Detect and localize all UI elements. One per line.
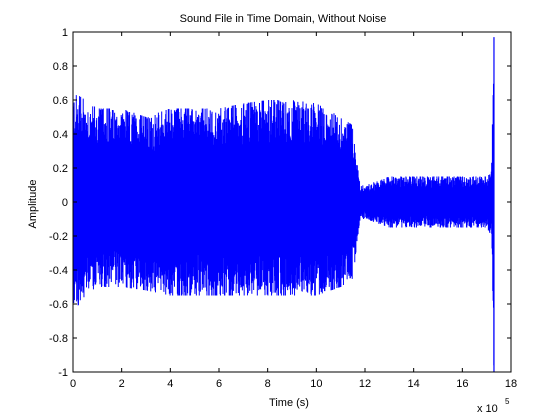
y-tick-label: -0.6 <box>49 299 68 311</box>
chart-title: Sound File in Time Domain, Without Noise <box>180 13 387 25</box>
x-tick-label: 16 <box>456 378 468 390</box>
x-tick-label: 6 <box>216 378 222 390</box>
x-tick-label: 4 <box>167 378 173 390</box>
y-tick-label: 0.6 <box>53 95 68 107</box>
x-tick-label: 2 <box>119 378 125 390</box>
x-tick-label: 18 <box>505 378 517 390</box>
y-tick-label: -0.4 <box>49 265 68 277</box>
x-tick-label: 8 <box>265 378 271 390</box>
x-multiplier-exponent: 5 <box>505 397 510 406</box>
y-tick-label: 1 <box>62 27 68 39</box>
x-axis: 0 2 4 6 8 10 12 14 16 18 <box>70 32 517 390</box>
x-tick-label: 12 <box>359 378 371 390</box>
x-axis-label: Time (s) <box>269 397 309 409</box>
x-tick-label: 14 <box>408 378 420 390</box>
y-tick-label: 0 <box>62 197 68 209</box>
y-tick-label: 0.8 <box>53 61 68 73</box>
y-axis: -1 -0.8 -0.6 -0.4 -0.2 0 0.2 0.4 0.6 0.8 1 <box>49 27 511 379</box>
y-axis-label: Amplitude <box>27 180 39 229</box>
y-tick-label: 0.4 <box>53 129 68 141</box>
y-tick-label: -0.2 <box>49 231 68 243</box>
signal-waveform <box>73 83 495 366</box>
y-tick-label: 0.2 <box>53 163 68 175</box>
x-tick-label: 0 <box>70 378 76 390</box>
x-multiplier: x 10 5 <box>477 397 510 415</box>
x-tick-label: 10 <box>310 378 322 390</box>
x-multiplier-base: x 10 <box>477 403 498 415</box>
signal-layer <box>73 37 495 372</box>
y-tick-label: -0.8 <box>49 333 68 345</box>
y-tick-label: -1 <box>58 367 68 379</box>
